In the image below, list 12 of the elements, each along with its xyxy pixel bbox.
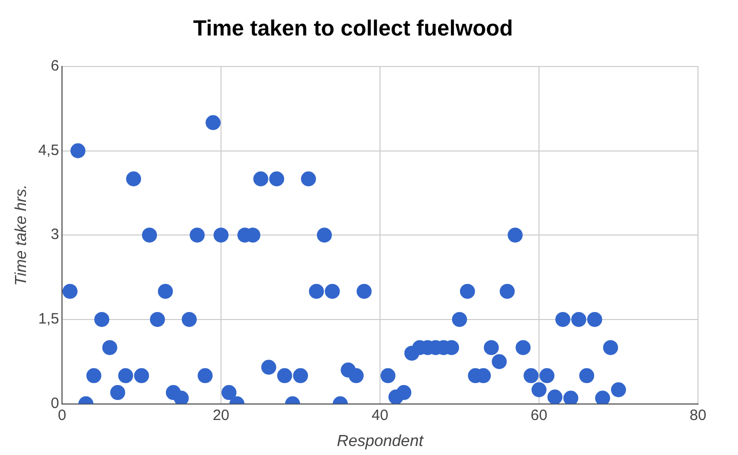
y-tick-label: 4,5 bbox=[38, 142, 60, 159]
chart-title: Time taken to collect fuelwood bbox=[193, 15, 513, 40]
x-tick-label: 60 bbox=[530, 406, 548, 424]
x-tick-label: 40 bbox=[372, 406, 388, 424]
y-tick-label: 3 bbox=[50, 226, 60, 244]
y-axis-title: Time take hrs. bbox=[13, 184, 30, 286]
y-tick-label: 0 bbox=[50, 394, 60, 412]
x-tick-label: 80 bbox=[690, 406, 706, 424]
x-tick-label: 20 bbox=[212, 406, 230, 424]
y-tick-label: 6 bbox=[50, 58, 60, 75]
y-tick-label: 1,5 bbox=[38, 310, 60, 328]
x-axis-title: Respondent bbox=[336, 432, 424, 450]
